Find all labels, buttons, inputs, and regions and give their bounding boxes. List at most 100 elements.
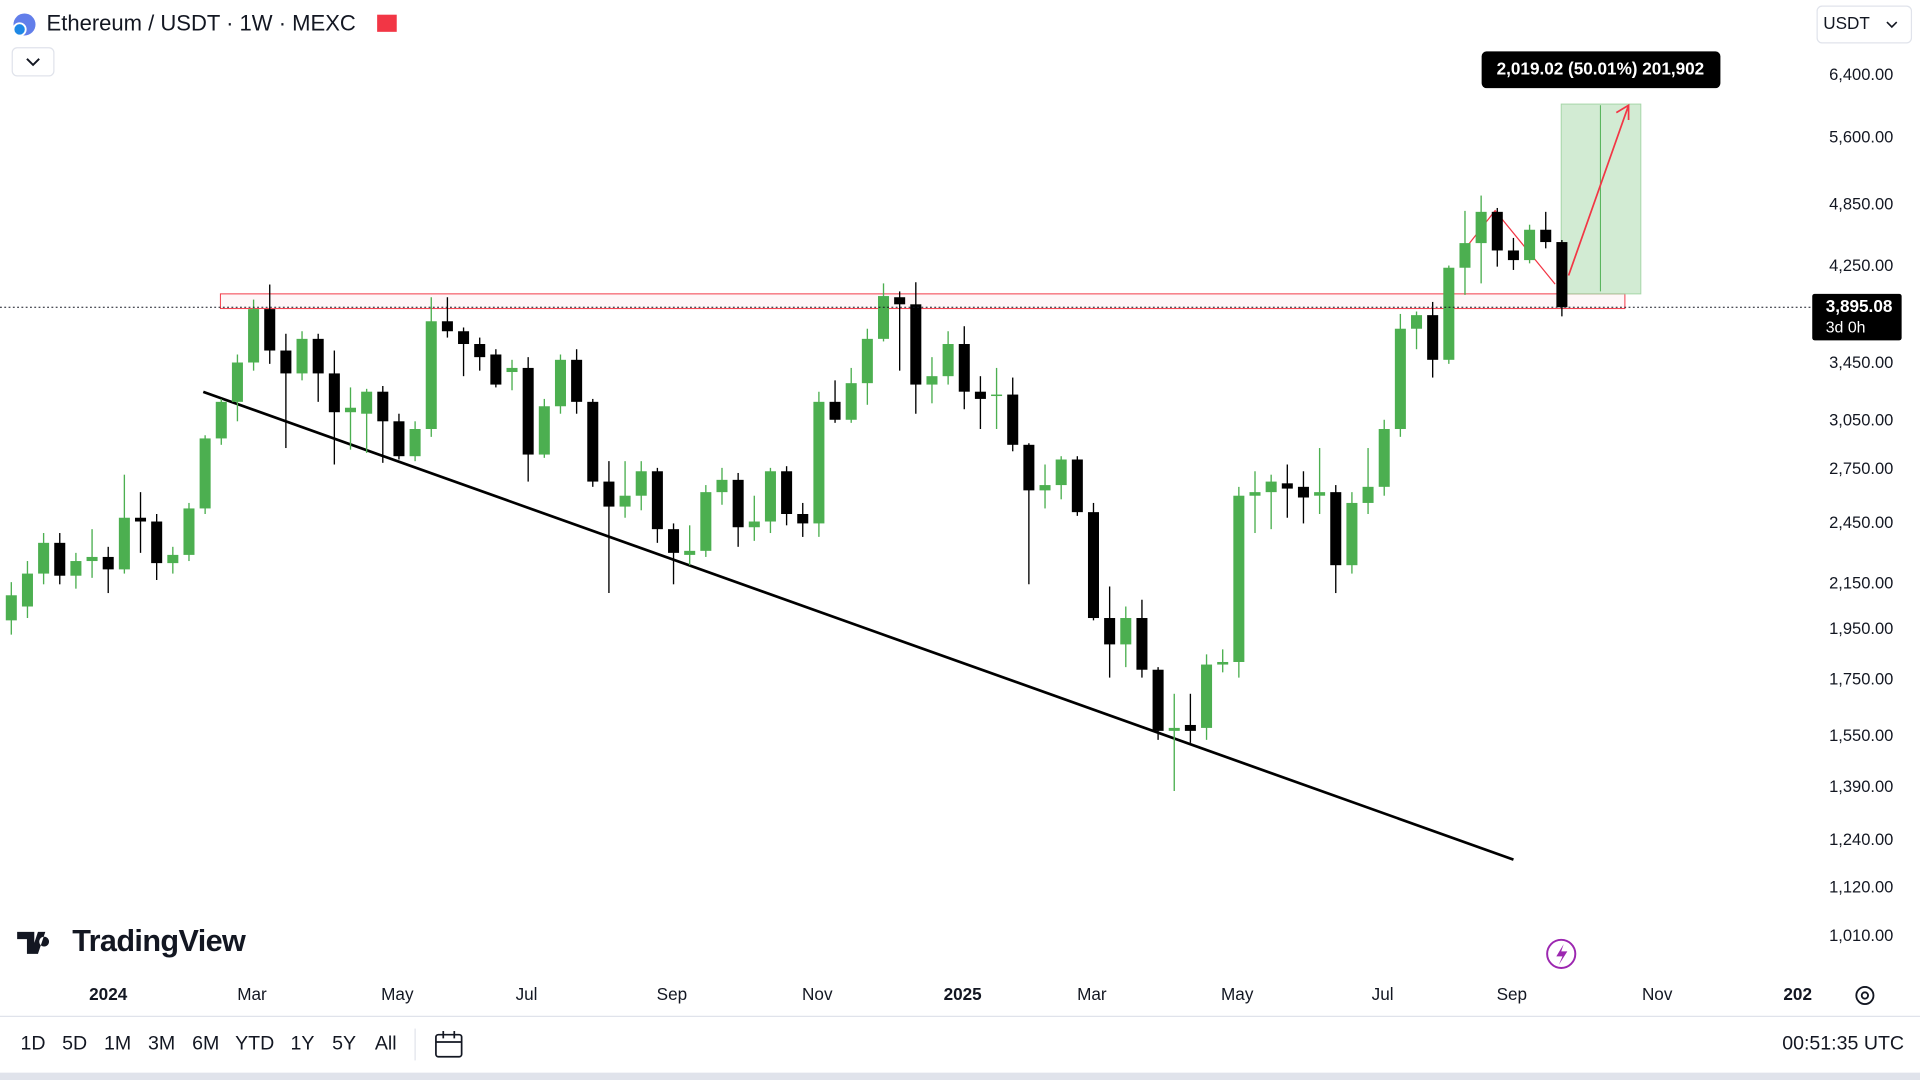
chevron (1886, 21, 1898, 29)
candle-body (926, 376, 938, 385)
candle-body (1281, 483, 1293, 489)
projection-box (1560, 103, 1642, 295)
y-tick-label: 1,950.00 (1829, 619, 1893, 638)
candle-body (1087, 512, 1099, 619)
calendar-icon[interactable] (435, 1031, 463, 1058)
y-tick-label: 2,450.00 (1829, 513, 1893, 532)
flag-icon[interactable] (377, 14, 397, 32)
candle-body (38, 542, 50, 574)
y-tick-label: 1,240.00 (1829, 830, 1893, 849)
candle-body (587, 401, 599, 482)
candle-body (425, 321, 437, 430)
candle-body (231, 362, 243, 402)
settings-icon[interactable] (1855, 986, 1875, 1005)
candle-body (1249, 492, 1261, 496)
y-tick-label: 4,250.00 (1829, 256, 1893, 275)
candle-body (1071, 459, 1083, 513)
candle-body (215, 401, 227, 439)
x-tick-label: 202 (1783, 984, 1812, 1004)
y-tick-label: 1,750.00 (1829, 670, 1893, 689)
collapse-button[interactable] (11, 47, 55, 77)
candle-body (894, 297, 906, 305)
candle-body (1459, 243, 1471, 268)
candle-body (571, 359, 583, 402)
trend-line (202, 390, 1514, 861)
candle-body (344, 407, 357, 413)
y-tick-label: 4,850.00 (1829, 194, 1893, 213)
candle-body (1039, 485, 1051, 491)
candle-body (506, 367, 518, 373)
brand-logo (17, 931, 50, 954)
timeframe-button[interactable]: All (375, 1033, 397, 1055)
candle-body (554, 359, 566, 407)
symbol-title[interactable]: Ethereum / USDT · 1W · MEXC (47, 10, 356, 35)
y-tick-label: 1,390.00 (1829, 777, 1893, 796)
candle-body (1007, 394, 1019, 445)
candle-body (474, 344, 486, 358)
candle-body (1120, 618, 1132, 645)
timeframe-button[interactable]: 5Y (332, 1033, 356, 1055)
timeframe-button[interactable]: YTD (235, 1033, 274, 1055)
candle-body (21, 573, 33, 607)
candle-body (700, 492, 712, 551)
x-tick-label: Mar (1077, 984, 1107, 1004)
candle-body (684, 550, 696, 555)
candle-body (86, 556, 98, 562)
currency-select[interactable] (1816, 5, 1913, 44)
candle-body (280, 350, 292, 374)
x-tick-label: 2025 (944, 984, 983, 1004)
timeframe-button[interactable]: 1M (104, 1033, 131, 1055)
candle-body (1491, 211, 1503, 251)
clock: 00:51:35 UTC (1782, 1033, 1904, 1055)
timeframe-button[interactable]: 1D (21, 1033, 46, 1055)
candle-body (248, 309, 260, 363)
candle-body (1427, 315, 1439, 360)
timeframe-button[interactable]: 5D (62, 1033, 87, 1055)
candle-body (1217, 661, 1229, 665)
candle-body (1104, 618, 1116, 645)
candle-body (151, 521, 163, 564)
candle-body (1394, 328, 1406, 430)
candle-body (1362, 486, 1374, 503)
candle-body (991, 394, 1003, 397)
exchange-logo (12, 22, 27, 37)
x-tick-label: Jul (1372, 984, 1394, 1004)
timeframe-button[interactable]: 1Y (290, 1033, 314, 1055)
candle-body (1540, 229, 1552, 243)
bottom-strip (0, 1072, 1920, 1080)
candle-body (5, 595, 17, 621)
candle-body (781, 471, 793, 514)
candle-body (1443, 267, 1455, 360)
annotation-box (1481, 51, 1721, 89)
candle-body (619, 495, 631, 507)
x-tick-label: Sep (657, 984, 687, 1004)
candle-body (716, 479, 728, 493)
candle-body (1023, 444, 1035, 491)
candle-body (1184, 724, 1196, 731)
y-tick-label: 2,150.00 (1829, 574, 1893, 593)
candle-body (797, 513, 809, 524)
alert-icon[interactable] (1546, 938, 1577, 969)
candle-body (748, 521, 760, 528)
timeframe-button[interactable]: 6M (192, 1033, 219, 1055)
candle-body (199, 438, 211, 509)
candle-body (183, 508, 195, 555)
candle-body (1201, 664, 1213, 728)
y-tick-label: 3,050.00 (1829, 411, 1893, 430)
candle-body (458, 331, 470, 345)
x-tick-label: Sep (1497, 984, 1527, 1004)
candle-body (296, 338, 308, 374)
countdown: 3d 0h (1826, 319, 1866, 336)
y-tick-label: 2,750.00 (1829, 459, 1893, 478)
candle-body (70, 561, 82, 576)
candle-body (1524, 229, 1536, 261)
candle-body (1346, 502, 1358, 566)
timeframe-button[interactable]: 3M (148, 1033, 175, 1055)
y-tick-label: 1,120.00 (1829, 878, 1893, 897)
x-tick-label: Jul (516, 984, 538, 1004)
candle-body (490, 354, 502, 385)
candle-body (1507, 250, 1519, 261)
candle-body (441, 321, 453, 332)
candle-body (651, 471, 663, 530)
